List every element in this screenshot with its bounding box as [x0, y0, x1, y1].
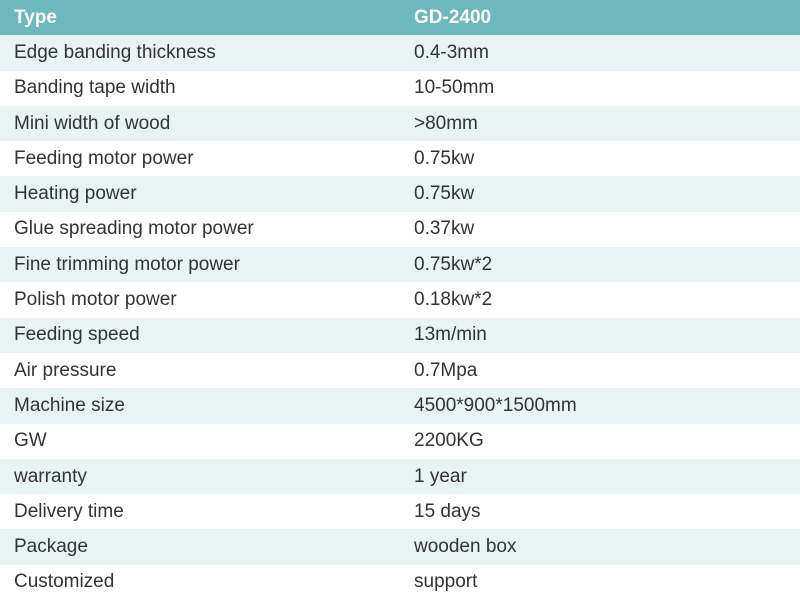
- spec-value: 2200KG: [400, 424, 800, 459]
- spec-label: Machine size: [0, 388, 400, 423]
- spec-label: Fine trimming motor power: [0, 247, 400, 282]
- spec-label: Glue spreading motor power: [0, 212, 400, 247]
- table-row: Air pressure0.7Mpa: [0, 353, 800, 388]
- table-row: Machine size4500*900*1500mm: [0, 388, 800, 423]
- spec-value: 0.4-3mm: [400, 35, 800, 70]
- table-row: Heating power0.75kw: [0, 176, 800, 211]
- table-row: GW2200KG: [0, 424, 800, 459]
- table-row: Glue spreading motor power0.37kw: [0, 212, 800, 247]
- spec-label: Air pressure: [0, 353, 400, 388]
- spec-value: 10-50mm: [400, 71, 800, 106]
- spec-label: Feeding speed: [0, 318, 400, 353]
- table-row: Fine trimming motor power0.75kw*2: [0, 247, 800, 282]
- spec-label: Feeding motor power: [0, 141, 400, 176]
- table-row: Edge banding thickness0.4-3mm: [0, 35, 800, 70]
- header-cell-type: Type: [0, 0, 400, 35]
- table-row: Packagewooden box: [0, 529, 800, 564]
- spec-value: 13m/min: [400, 318, 800, 353]
- table-row: Feeding speed13m/min: [0, 318, 800, 353]
- table-row: Polish motor power0.18kw*2: [0, 282, 800, 317]
- spec-value: wooden box: [400, 529, 800, 564]
- spec-table: Type GD-2400 Edge banding thickness0.4-3…: [0, 0, 800, 600]
- spec-label: Banding tape width: [0, 71, 400, 106]
- spec-table-header: Type GD-2400: [0, 0, 800, 35]
- table-row: Banding tape width10-50mm: [0, 71, 800, 106]
- table-row: warranty1 year: [0, 459, 800, 494]
- spec-value: 0.75kw: [400, 176, 800, 211]
- spec-label: Package: [0, 529, 400, 564]
- spec-label: Heating power: [0, 176, 400, 211]
- spec-value: support: [400, 565, 800, 600]
- table-row: Feeding motor power0.75kw: [0, 141, 800, 176]
- spec-value: 0.75kw: [400, 141, 800, 176]
- spec-table-body: Edge banding thickness0.4-3mm Banding ta…: [0, 35, 800, 600]
- spec-value: 4500*900*1500mm: [400, 388, 800, 423]
- header-cell-model: GD-2400: [400, 0, 800, 35]
- table-row: Delivery time15 days: [0, 494, 800, 529]
- spec-label: GW: [0, 424, 400, 459]
- spec-value: 0.37kw: [400, 212, 800, 247]
- table-row: Customizedsupport: [0, 565, 800, 600]
- spec-label: Polish motor power: [0, 282, 400, 317]
- spec-label: Customized: [0, 565, 400, 600]
- spec-value: 0.18kw*2: [400, 282, 800, 317]
- table-row: Mini width of wood>80mm: [0, 106, 800, 141]
- spec-value: 0.75kw*2: [400, 247, 800, 282]
- spec-label: Edge banding thickness: [0, 35, 400, 70]
- spec-value: 1 year: [400, 459, 800, 494]
- spec-value: 15 days: [400, 494, 800, 529]
- spec-label: Delivery time: [0, 494, 400, 529]
- spec-value: 0.7Mpa: [400, 353, 800, 388]
- spec-value: >80mm: [400, 106, 800, 141]
- spec-label: Mini width of wood: [0, 106, 400, 141]
- spec-label: warranty: [0, 459, 400, 494]
